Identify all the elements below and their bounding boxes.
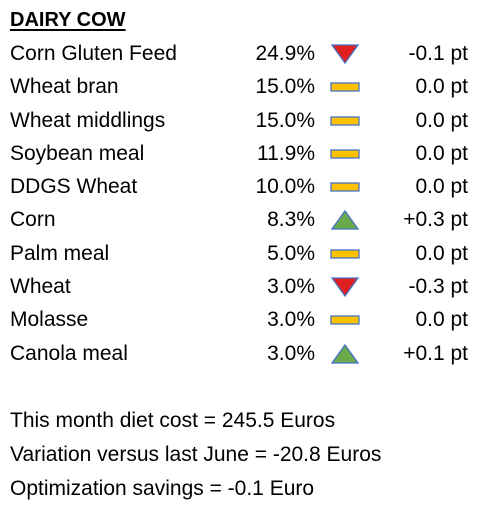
ingredient-name: Soybean meal bbox=[10, 141, 145, 165]
list-item: Wheat 3.0% -0.3 pt bbox=[0, 270, 480, 303]
ingredient-name: Molasse bbox=[10, 308, 89, 332]
down-triangle-icon bbox=[326, 270, 364, 303]
list-item: Corn Gluten Feed 24.9% -0.1 pt bbox=[0, 37, 480, 70]
ingredient-name: Corn Gluten Feed bbox=[10, 42, 177, 65]
ingredient-change: -0.1 pt bbox=[408, 42, 468, 65]
flat-bar-icon bbox=[326, 303, 364, 336]
ingredient-name: Wheat bran bbox=[10, 75, 119, 99]
savings-text: Optimization savings = -0.1 Euro bbox=[10, 477, 315, 500]
list-item: Soybean meal 11.9% 0.0 pt bbox=[0, 137, 480, 170]
ingredient-change: 0.0 pt bbox=[415, 108, 468, 132]
flat-bar-icon bbox=[326, 237, 364, 270]
ingredient-share: 3.0% bbox=[267, 275, 315, 299]
ingredient-share: 3.0% bbox=[267, 341, 315, 365]
list-item: DDGS Wheat 10.0% 0.0 pt bbox=[0, 170, 480, 203]
diet-summary: This month diet cost = 245.5 Euros Varia… bbox=[10, 404, 381, 506]
ingredient-share: 8.3% bbox=[267, 208, 315, 232]
ingredient-list: Corn Gluten Feed 24.9% -0.1 pt Wheat bra… bbox=[0, 37, 480, 370]
list-item: Palm meal 5.0% 0.0 pt bbox=[0, 237, 480, 270]
ingredient-change: 0.0 pt bbox=[415, 308, 468, 332]
flat-bar-icon bbox=[326, 104, 364, 137]
ingredient-name: Wheat middlings bbox=[10, 108, 166, 132]
up-triangle-icon bbox=[326, 203, 364, 236]
ingredient-name: Corn bbox=[10, 208, 56, 232]
down-triangle-icon bbox=[326, 37, 364, 70]
down-triangle-icon-shape bbox=[330, 44, 360, 65]
ingredient-share: 15.0% bbox=[255, 75, 315, 99]
ingredient-change: 0.0 pt bbox=[415, 175, 468, 199]
ingredient-name: Wheat bbox=[10, 275, 71, 299]
ingredient-change: 0.0 pt bbox=[415, 241, 468, 265]
ingredient-change: 0.0 pt bbox=[415, 75, 468, 99]
up-triangle-icon-shape bbox=[330, 343, 360, 364]
flat-bar-icon bbox=[326, 70, 364, 103]
flat-bar-icon-shape bbox=[330, 149, 360, 159]
ingredient-share: 24.9% bbox=[255, 42, 315, 65]
up-triangle-icon-shape bbox=[330, 210, 360, 231]
variation-text: Variation versus last June = -20.8 Euros bbox=[10, 443, 382, 466]
list-item: Wheat bran 15.0% 0.0 pt bbox=[0, 70, 480, 103]
ingredient-share: 11.9% bbox=[257, 141, 315, 165]
list-item: Wheat middlings 15.0% 0.0 pt bbox=[0, 104, 480, 137]
up-triangle-icon bbox=[326, 337, 364, 370]
flat-bar-icon-shape bbox=[330, 115, 360, 126]
flat-bar-icon-shape bbox=[330, 182, 360, 192]
ingredient-share: 15.0% bbox=[255, 108, 315, 132]
ingredient-share: 5.0% bbox=[267, 241, 315, 265]
ingredient-name: DDGS Wheat bbox=[10, 175, 138, 199]
flat-bar-icon bbox=[326, 137, 364, 170]
ingredient-name: Canola meal bbox=[10, 341, 128, 365]
flat-bar-icon-shape bbox=[330, 82, 360, 92]
flat-bar-icon bbox=[326, 170, 364, 203]
down-triangle-icon-shape bbox=[330, 277, 360, 298]
ingredient-share: 3.0% bbox=[267, 308, 315, 332]
ingredient-change: +0.3 pt bbox=[403, 208, 468, 232]
ingredient-change: 0.0 pt bbox=[415, 141, 468, 165]
list-item: Canola meal 3.0% +0.1 pt bbox=[0, 337, 480, 370]
flat-bar-icon-shape bbox=[330, 315, 360, 326]
list-item: Molasse 3.0% 0.0 pt bbox=[0, 303, 480, 336]
ingredient-change: -0.3 pt bbox=[408, 275, 468, 299]
list-item: Corn 8.3% +0.3 pt bbox=[0, 203, 480, 236]
ingredient-share: 10.0% bbox=[255, 175, 315, 199]
page-title: DAIRY COW bbox=[10, 9, 126, 31]
diet-cost-text: This month diet cost = 245.5 Euros bbox=[10, 409, 336, 432]
ingredient-name: Palm meal bbox=[10, 241, 110, 265]
ingredient-change: +0.1 pt bbox=[403, 341, 468, 365]
flat-bar-icon-shape bbox=[330, 249, 360, 259]
